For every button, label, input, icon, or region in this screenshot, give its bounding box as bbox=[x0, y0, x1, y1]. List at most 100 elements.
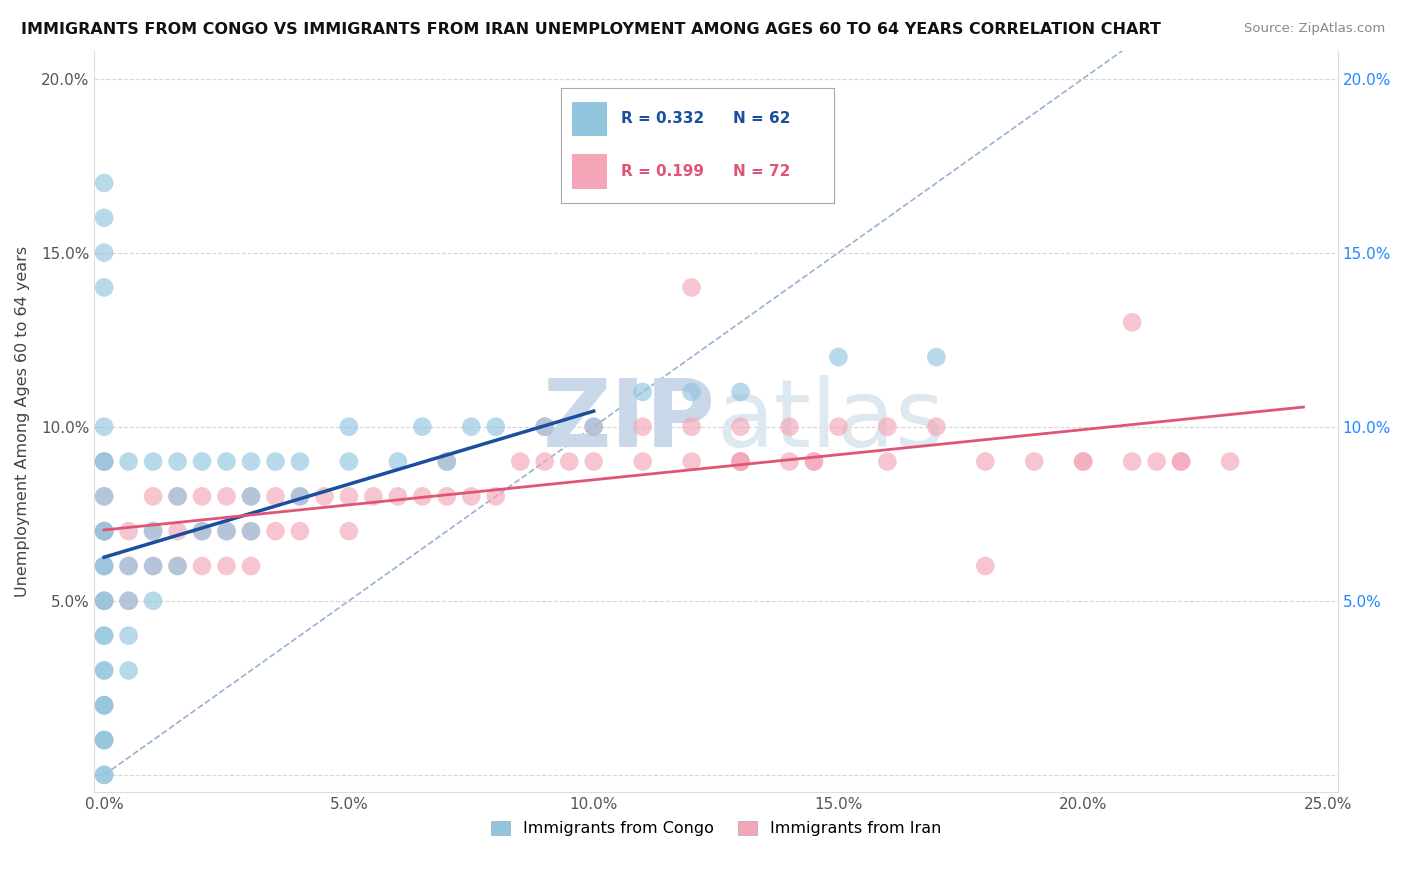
Point bbox=[582, 454, 605, 468]
Point bbox=[264, 524, 287, 538]
Point bbox=[1071, 454, 1094, 468]
Point bbox=[142, 594, 165, 608]
Point bbox=[411, 489, 433, 503]
Point bbox=[1121, 454, 1143, 468]
Point bbox=[460, 489, 482, 503]
Point bbox=[974, 559, 997, 574]
Point bbox=[93, 454, 115, 468]
Point bbox=[93, 280, 115, 294]
Point bbox=[142, 559, 165, 574]
Point bbox=[387, 489, 409, 503]
Point bbox=[436, 454, 458, 468]
Point bbox=[631, 419, 654, 434]
Point bbox=[142, 559, 165, 574]
Point bbox=[730, 384, 752, 399]
Point bbox=[93, 698, 115, 713]
Point bbox=[93, 559, 115, 574]
Point bbox=[215, 489, 238, 503]
Point bbox=[730, 454, 752, 468]
Point bbox=[93, 559, 115, 574]
Point bbox=[142, 489, 165, 503]
Point bbox=[387, 454, 409, 468]
Point bbox=[93, 524, 115, 538]
Point bbox=[93, 524, 115, 538]
Point bbox=[93, 489, 115, 503]
Point bbox=[803, 454, 825, 468]
Text: ZIP: ZIP bbox=[543, 376, 716, 467]
Point bbox=[337, 454, 360, 468]
Point bbox=[363, 489, 385, 503]
Text: IMMIGRANTS FROM CONGO VS IMMIGRANTS FROM IRAN UNEMPLOYMENT AMONG AGES 60 TO 64 Y: IMMIGRANTS FROM CONGO VS IMMIGRANTS FROM… bbox=[21, 22, 1161, 37]
Point bbox=[215, 559, 238, 574]
Point bbox=[876, 419, 898, 434]
Point bbox=[337, 524, 360, 538]
Point bbox=[166, 559, 188, 574]
Point bbox=[925, 419, 948, 434]
Point bbox=[681, 384, 703, 399]
Text: atlas: atlas bbox=[716, 376, 945, 467]
Point bbox=[730, 454, 752, 468]
Point bbox=[117, 454, 139, 468]
Point bbox=[533, 419, 555, 434]
Point bbox=[582, 419, 605, 434]
Point bbox=[93, 419, 115, 434]
Point bbox=[93, 489, 115, 503]
Point bbox=[93, 454, 115, 468]
Point bbox=[93, 698, 115, 713]
Point bbox=[314, 489, 336, 503]
Point bbox=[93, 524, 115, 538]
Point bbox=[93, 733, 115, 747]
Point bbox=[117, 524, 139, 538]
Point bbox=[215, 524, 238, 538]
Point bbox=[288, 489, 311, 503]
Point bbox=[117, 559, 139, 574]
Point bbox=[582, 419, 605, 434]
Point bbox=[191, 454, 214, 468]
Point bbox=[803, 454, 825, 468]
Point bbox=[93, 733, 115, 747]
Point bbox=[142, 524, 165, 538]
Point bbox=[93, 211, 115, 225]
Point bbox=[240, 524, 263, 538]
Point bbox=[191, 559, 214, 574]
Point bbox=[337, 419, 360, 434]
Point bbox=[93, 629, 115, 643]
Point bbox=[779, 419, 801, 434]
Point bbox=[117, 664, 139, 678]
Point bbox=[509, 454, 531, 468]
Point bbox=[166, 559, 188, 574]
Point bbox=[93, 768, 115, 782]
Point bbox=[827, 350, 849, 364]
Point bbox=[93, 559, 115, 574]
Point bbox=[93, 698, 115, 713]
Point bbox=[93, 768, 115, 782]
Point bbox=[191, 524, 214, 538]
Point bbox=[730, 419, 752, 434]
Point bbox=[93, 454, 115, 468]
Point bbox=[93, 664, 115, 678]
Point bbox=[240, 524, 263, 538]
Point bbox=[533, 454, 555, 468]
Point bbox=[1170, 454, 1192, 468]
Point bbox=[240, 489, 263, 503]
Point bbox=[1071, 454, 1094, 468]
Point bbox=[142, 454, 165, 468]
Point bbox=[631, 384, 654, 399]
Point bbox=[779, 454, 801, 468]
Point bbox=[264, 454, 287, 468]
Legend: Immigrants from Congo, Immigrants from Iran: Immigrants from Congo, Immigrants from I… bbox=[491, 821, 941, 836]
Point bbox=[558, 454, 581, 468]
Point bbox=[93, 594, 115, 608]
Point bbox=[117, 594, 139, 608]
Point bbox=[485, 489, 508, 503]
Point bbox=[166, 489, 188, 503]
Point bbox=[681, 419, 703, 434]
Point bbox=[191, 524, 214, 538]
Point bbox=[288, 489, 311, 503]
Point bbox=[925, 350, 948, 364]
Point bbox=[166, 454, 188, 468]
Point bbox=[93, 629, 115, 643]
Point bbox=[240, 559, 263, 574]
Point bbox=[288, 454, 311, 468]
Point bbox=[876, 454, 898, 468]
